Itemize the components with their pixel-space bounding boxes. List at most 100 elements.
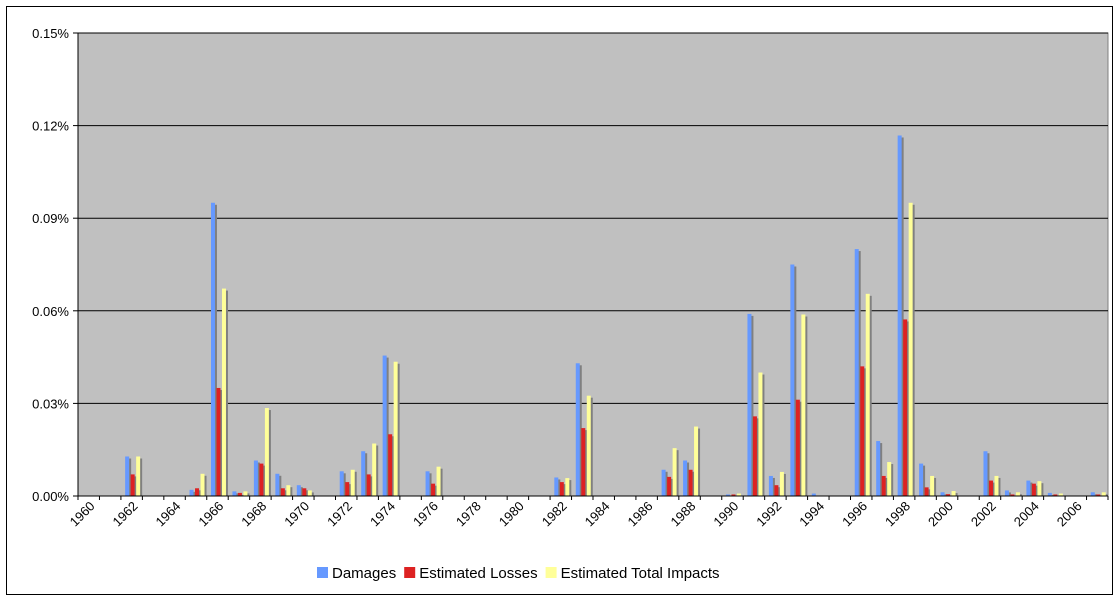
x-tick-label: 1968 (238, 498, 269, 529)
x-tick-label: 2006 (1054, 498, 1085, 529)
bar-damages (1047, 492, 1052, 496)
bar-estimated-total-impacts (200, 473, 205, 496)
bar-estimated-total-impacts (694, 426, 699, 496)
bar-damages (125, 456, 130, 496)
bar-estimated-total-impacts (908, 202, 913, 496)
x-tick-label: 1964 (152, 498, 183, 529)
bar-damages (747, 313, 752, 496)
bar-estimated-total-impacts (1101, 492, 1106, 496)
bar-damages (768, 475, 773, 496)
bar-damages (189, 489, 194, 496)
bar-estimated-losses (302, 488, 307, 496)
bar-estimated-total-impacts (221, 288, 226, 496)
bar-estimated-losses (388, 434, 393, 496)
x-tick-label: 1988 (667, 498, 698, 529)
bars (125, 135, 1108, 496)
x-tick-label: 1972 (324, 498, 355, 529)
bar-estimated-losses (667, 476, 672, 496)
bar-estimated-losses (795, 399, 800, 496)
x-tick-label: 1980 (496, 498, 527, 529)
bar-estimated-losses (345, 482, 350, 496)
bar-estimated-losses (988, 480, 993, 496)
x-tick-label: 1966 (195, 498, 226, 529)
bar-damages (854, 249, 859, 496)
bar-estimated-total-impacts (286, 485, 291, 496)
bar-estimated-losses (259, 463, 264, 496)
bar-damages (253, 460, 258, 496)
x-tick-label: 1996 (839, 498, 870, 529)
bar-estimated-total-impacts (779, 471, 784, 496)
bar-estimated-total-impacts (393, 361, 398, 496)
y-tick-label: 0.12% (32, 119, 69, 134)
y-tick-label: 0.15% (32, 26, 69, 41)
bar-estimated-total-impacts (801, 314, 806, 496)
x-tick-label: 1982 (539, 498, 570, 529)
bar-estimated-losses (581, 428, 586, 496)
y-axis: 0.00% 0.03% 0.06% 0.09% 0.12% 0.15% (32, 26, 79, 504)
bar-estimated-losses (431, 483, 436, 496)
legend-swatch (545, 567, 557, 578)
bar-damages (983, 451, 988, 496)
x-axis: 1960 1962 1964 1966 1968 1970 1972 1974 1976 1978… (67, 495, 1109, 529)
bar-estimated-total-impacts (951, 491, 956, 496)
bar-estimated-losses (130, 474, 135, 496)
bar-estimated-total-impacts (350, 469, 355, 496)
bar-damages (1090, 492, 1095, 496)
bar-damages (210, 202, 215, 496)
bar-estimated-losses (731, 494, 736, 496)
x-tick-label: 1990 (710, 498, 741, 529)
bar-estimated-losses (924, 487, 929, 496)
bar-estimated-losses (1096, 494, 1101, 496)
bar-estimated-losses (1053, 494, 1058, 496)
bar-estimated-total-impacts (586, 395, 591, 496)
x-tick-label: 1960 (67, 498, 98, 529)
bar-estimated-total-impacts (136, 456, 141, 496)
bar-estimated-total-impacts (887, 462, 892, 496)
legend: Damages Estimated Losses Estimated Total I… (317, 565, 720, 582)
x-tick-label: 1976 (410, 498, 441, 529)
bar-estimated-total-impacts (243, 491, 248, 496)
bar-estimated-total-impacts (865, 293, 870, 496)
bar-damages (790, 264, 795, 496)
bar-estimated-losses (195, 488, 200, 496)
x-tick-label: 1998 (882, 498, 913, 529)
y-tick-label: 0.00% (32, 489, 69, 504)
y-tick-label: 0.03% (32, 396, 69, 411)
legend-swatch (404, 567, 416, 578)
bar-estimated-losses (559, 482, 564, 496)
bar-damages (876, 441, 881, 496)
bar-estimated-losses (216, 387, 221, 496)
bar-damages (232, 491, 237, 496)
x-tick-label: 2000 (925, 498, 956, 529)
x-tick-label: 1978 (453, 498, 484, 529)
bar-damages (554, 477, 559, 496)
x-tick-label: 2002 (968, 498, 999, 529)
bar-damages (1026, 480, 1031, 496)
bar-estimated-total-impacts (758, 372, 763, 496)
bar-estimated-total-impacts (1058, 493, 1063, 496)
bar-damages (811, 493, 816, 496)
bar-estimated-total-impacts (672, 448, 677, 496)
bar-estimated-losses (237, 492, 242, 496)
x-tick-label: 1970 (281, 498, 312, 529)
bar-damages (940, 492, 945, 496)
x-tick-label: 1992 (753, 498, 784, 529)
legend-label: Estimated Total Impacts (561, 565, 720, 582)
bar-damages (661, 469, 666, 496)
bar-damages (897, 135, 902, 496)
bar-estimated-total-impacts (372, 443, 377, 496)
bar-estimated-losses (752, 416, 757, 496)
bar-estimated-losses (1031, 483, 1036, 496)
legend-label: Damages (332, 565, 396, 582)
bar-estimated-losses (860, 366, 865, 496)
bar-estimated-losses (774, 485, 779, 496)
y-tick-label: 0.09% (32, 211, 69, 226)
bar-damages (275, 473, 280, 496)
bar-estimated-total-impacts (736, 493, 741, 496)
plot-area (77, 32, 1109, 497)
legend-label: Estimated Losses (419, 565, 537, 582)
gridlines (78, 32, 1108, 404)
bar-estimated-total-impacts (264, 408, 269, 496)
bar-estimated-total-impacts (1037, 481, 1042, 496)
